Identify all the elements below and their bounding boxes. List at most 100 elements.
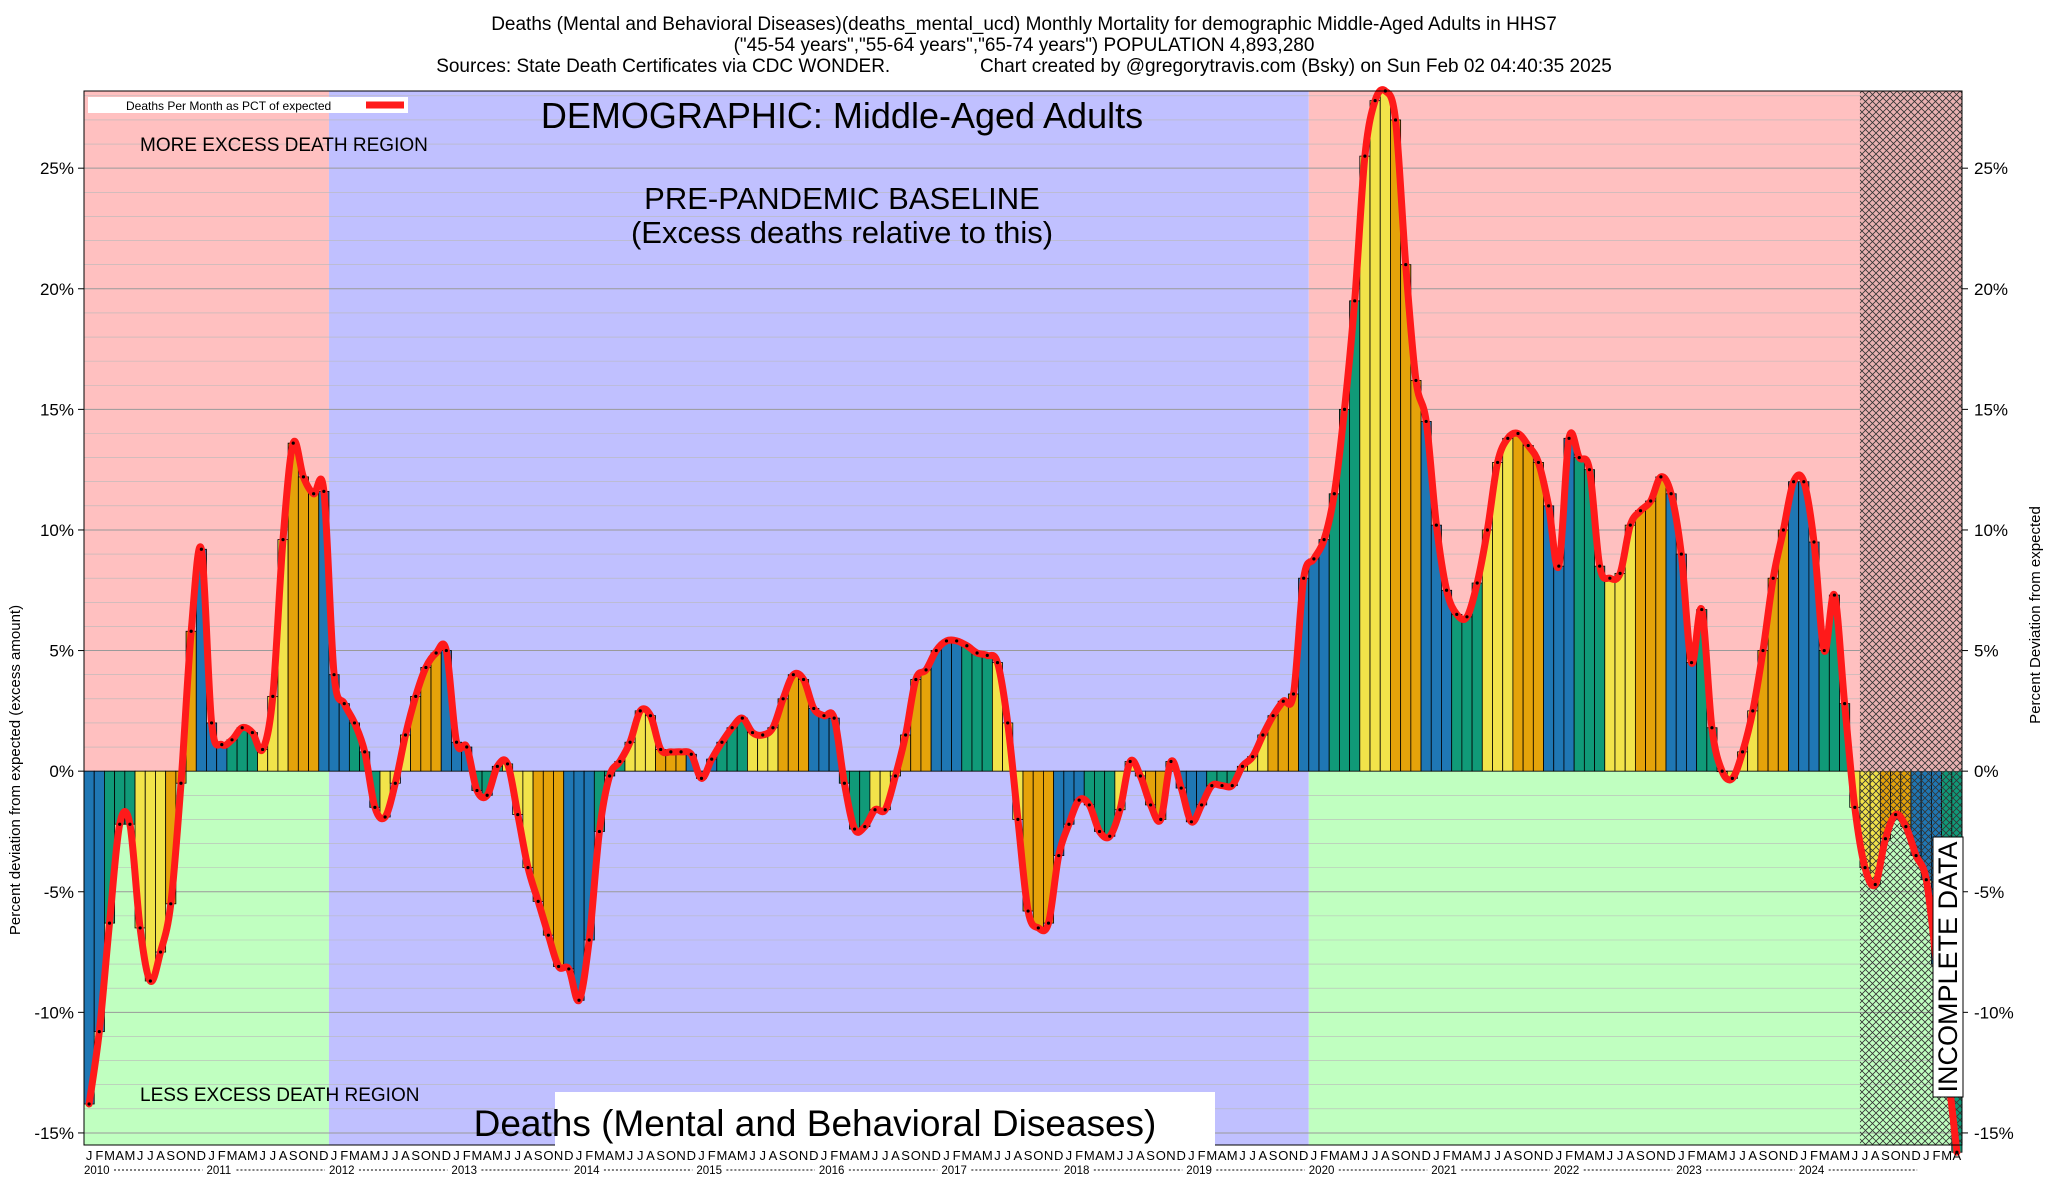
xtick-month-label: N	[1656, 1148, 1665, 1163]
data-bar	[308, 493, 320, 772]
xtick-month-label: A	[115, 1148, 124, 1163]
xtick-month-label: J	[1852, 1148, 1859, 1163]
incomplete-region	[1859, 91, 1962, 1145]
line-point	[240, 726, 244, 730]
data-bar	[1522, 445, 1534, 772]
line-point	[965, 644, 969, 648]
xtick-month-label: D	[319, 1148, 328, 1163]
xtick-month-label: A	[156, 1148, 165, 1163]
xtick-month-label: A	[1953, 1148, 1962, 1163]
line-point	[1240, 764, 1245, 768]
xtick-month-label: A	[1218, 1148, 1227, 1163]
xtick-month-label: A	[360, 1148, 369, 1163]
xtick-month-label: N	[1289, 1148, 1298, 1163]
xtick-month-label: J	[1729, 1148, 1736, 1163]
line-point	[1097, 829, 1102, 834]
line-point	[710, 757, 714, 761]
xtick-month-label: M	[227, 1148, 238, 1163]
xtick-month-label: J	[1739, 1148, 1746, 1163]
xtick-year-label: 2019	[1186, 1165, 1212, 1177]
xtick-month-label: J	[943, 1148, 950, 1163]
xtick-year-label: 2023	[1676, 1165, 1702, 1177]
line-point	[893, 774, 898, 778]
line-point	[1567, 436, 1571, 440]
xtick-month-label: M	[1594, 1148, 1605, 1163]
data-bar	[1471, 582, 1483, 772]
line-point	[1087, 803, 1091, 807]
xtick-month-label: J	[1004, 1148, 1011, 1163]
line-point	[955, 639, 959, 643]
xtick-month-label: M	[1227, 1148, 1238, 1163]
line-point	[301, 475, 306, 479]
xtick-month-label: F	[953, 1148, 961, 1163]
data-bar	[1686, 662, 1698, 772]
line-point	[516, 812, 520, 817]
xtick-month-label: S	[1269, 1148, 1278, 1163]
xtick-month-label: A	[279, 1148, 288, 1163]
xtick-month-label: J	[1923, 1148, 1930, 1163]
line-point	[567, 967, 571, 971]
line-point	[1465, 615, 1469, 619]
line-point	[505, 762, 510, 766]
ytick-label-right: 20%	[1974, 280, 2008, 299]
xtick-year-label: 2018	[1064, 1165, 1090, 1177]
line-point	[1649, 499, 1653, 503]
xtick-month-label: A	[646, 1148, 655, 1163]
xtick-month-label: F	[1688, 1148, 1696, 1163]
data-bar	[951, 640, 963, 772]
line-point	[730, 726, 734, 730]
line-point	[1353, 299, 1357, 303]
xtick-month-label: A	[1463, 1148, 1472, 1163]
line-point	[771, 726, 775, 730]
line-point	[618, 759, 622, 764]
xtick-month-label: O	[543, 1148, 553, 1163]
line-point	[914, 677, 918, 682]
line-point	[107, 921, 112, 925]
incomplete-data-label: INCOMPLETE DATA	[1933, 841, 1963, 1092]
line-point	[1638, 509, 1643, 513]
xtick-month-label: M	[1451, 1148, 1462, 1163]
line-point	[1526, 443, 1530, 448]
xtick-month-label: N	[921, 1148, 930, 1163]
xtick-month-label: J	[137, 1148, 144, 1163]
xtick-month-label: J	[259, 1148, 266, 1163]
line-point	[1894, 812, 1898, 817]
line-point	[454, 740, 459, 744]
xtick-month-label: A	[769, 1148, 778, 1163]
line-point	[536, 899, 540, 903]
line-point	[1455, 612, 1459, 616]
line-point	[1373, 99, 1377, 103]
xtick-month-label: J	[504, 1148, 511, 1163]
xtick-month-label: O	[1768, 1148, 1778, 1163]
line-point	[1046, 921, 1051, 925]
xtick-month-label: S	[1636, 1148, 1645, 1163]
xtick-month-label: N	[554, 1148, 563, 1163]
line-point	[577, 998, 581, 1002]
line-point	[801, 677, 806, 682]
line-point	[883, 808, 887, 812]
line-point	[1802, 480, 1806, 484]
xtick-month-label: A	[850, 1148, 859, 1163]
xtick-month-label: D	[1911, 1148, 1920, 1163]
line-point	[1404, 263, 1408, 267]
line-point	[199, 547, 203, 551]
data-bar	[1532, 462, 1544, 772]
data-bar	[1818, 650, 1830, 772]
xtick-month-label: F	[340, 1148, 348, 1163]
line-point	[1434, 523, 1438, 527]
xtick-month-label: J	[637, 1148, 644, 1163]
data-bar	[1624, 524, 1636, 772]
xtick-month-label: A	[1626, 1148, 1635, 1163]
data-bar	[1788, 481, 1800, 772]
data-bar	[981, 654, 993, 772]
line-point	[118, 822, 122, 826]
line-point	[669, 750, 673, 754]
xtick-month-label: J	[1127, 1148, 1134, 1163]
ytick-label-left: -10%	[34, 1003, 74, 1022]
xtick-month-label: J	[1188, 1148, 1195, 1163]
xtick-month-label: N	[309, 1148, 318, 1163]
line-point	[1689, 661, 1694, 665]
xtick-month-label: F	[95, 1148, 103, 1163]
line-point	[812, 706, 816, 711]
